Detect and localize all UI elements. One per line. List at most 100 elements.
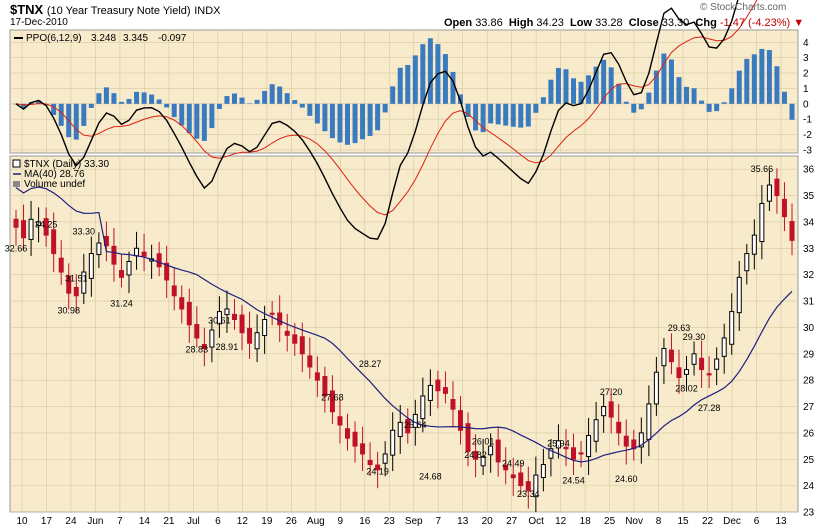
symbol: $TNX [10, 2, 44, 17]
candle [571, 447, 577, 460]
y-tick-label: 28 [803, 376, 815, 387]
candle [224, 308, 230, 316]
low-value: 33.28 [595, 17, 623, 29]
candle [616, 421, 622, 434]
ppo-histogram-bar [540, 97, 546, 104]
value-annotation: 24.60 [615, 474, 638, 484]
ppo-histogram-bar [299, 103, 305, 108]
y-tick-label: 24 [803, 481, 815, 492]
ppo-histogram-bar [277, 86, 283, 104]
x-tick-label: 7 [117, 516, 123, 527]
ppo-histogram-bar [518, 103, 524, 128]
x-tick-label: 7 [435, 516, 441, 527]
ppo-histogram-bar [774, 66, 780, 104]
candle [684, 369, 690, 375]
ppo-histogram-bar [488, 103, 494, 124]
ppo-histogram-bar [344, 103, 350, 145]
x-tick-label: 26 [286, 516, 298, 527]
ma-legend: MA(40) 28.76 [24, 169, 85, 180]
chg-label: Chg [695, 17, 717, 29]
candle [382, 453, 388, 464]
candle [781, 198, 787, 218]
x-tick-label: Sep [405, 516, 423, 527]
ppo-legend-histogram: -0.097 [158, 33, 187, 44]
candle [789, 221, 795, 241]
candle [367, 459, 373, 466]
ppo-histogram-bar [171, 103, 177, 118]
ppo-histogram-bar [156, 99, 162, 104]
ppo-histogram-bar [314, 103, 320, 124]
x-tick-label: 12 [555, 516, 567, 527]
value-annotation: 27.28 [698, 403, 721, 413]
ppo-tick-label: 4 [803, 38, 809, 49]
candle [390, 429, 396, 456]
candle [209, 329, 215, 348]
ppo-histogram-bar [495, 103, 501, 125]
ppo-histogram-bar [661, 53, 667, 104]
candle [766, 184, 772, 202]
candle [586, 435, 592, 458]
candle [706, 373, 712, 376]
ppo-histogram-bar [254, 99, 260, 104]
chg-down-arrow-icon: ▼ [793, 17, 805, 29]
price-panel [9, 155, 799, 513]
ppo-histogram-bar [691, 88, 697, 104]
x-tick-label: 18 [580, 516, 592, 527]
indicator-panel [9, 29, 799, 154]
ppo-histogram-bar [420, 44, 426, 104]
value-annotation: 30.98 [57, 306, 80, 316]
candle [231, 313, 237, 320]
ppo-histogram-bar [269, 84, 275, 104]
value-annotation: 29.30 [683, 332, 706, 342]
ppo-histogram-bar [714, 103, 720, 112]
ppo-histogram-bar [337, 103, 343, 143]
ppo-histogram-bar [736, 70, 742, 104]
value-annotation: 31.24 [110, 299, 133, 309]
x-tick-label: 8 [656, 516, 662, 527]
ppo-histogram-bar [473, 103, 479, 131]
candle [533, 474, 539, 498]
ppo-histogram-bar [96, 93, 102, 104]
ppo-histogram-bar [81, 103, 87, 126]
ppo-tick-label: -3 [803, 145, 812, 156]
y-tick-label: 35 [803, 191, 815, 202]
candle [427, 384, 433, 401]
candle [510, 474, 516, 479]
candle [269, 312, 275, 315]
ppo-histogram-bar [73, 103, 79, 140]
value-annotation: 28.83 [186, 344, 209, 354]
ppo-histogram-bar [601, 59, 607, 104]
high-value: 34.23 [536, 17, 564, 29]
ppo-histogram-bar [360, 103, 366, 140]
candle [420, 395, 426, 420]
ppo-histogram-bar [608, 67, 614, 104]
x-tick-label: 19 [261, 516, 273, 527]
ppo-histogram-bar [141, 92, 147, 104]
ppo-histogram-bar [186, 103, 192, 134]
open-label: Open [444, 17, 473, 29]
y-tick-label: 27 [803, 402, 815, 413]
price-legend: $TNX (Daily) 33.30 [24, 159, 109, 170]
ppo-tick-label: 3 [803, 53, 809, 64]
candle [473, 451, 479, 460]
candle [465, 423, 471, 452]
ppo-histogram-bar [284, 93, 290, 104]
ppo-histogram-bar [126, 98, 132, 104]
x-tick-label: 23 [384, 516, 396, 527]
candle [307, 355, 313, 368]
candle [299, 336, 305, 355]
candle [601, 406, 607, 417]
candle [563, 446, 569, 450]
value-annotation: 35.66 [751, 164, 774, 174]
candle [134, 247, 140, 257]
ppo-histogram-bar [548, 79, 554, 104]
candle [759, 202, 765, 243]
x-tick-label: 20 [482, 516, 494, 527]
ppo-tick-label: 2 [803, 69, 809, 80]
value-annotation: 25.94 [547, 438, 570, 448]
ppo-histogram-bar [352, 103, 358, 144]
ppo-histogram-bar [247, 103, 253, 104]
value-annotation: 29.63 [668, 323, 691, 333]
volume-legend: Volume undef [24, 179, 85, 190]
